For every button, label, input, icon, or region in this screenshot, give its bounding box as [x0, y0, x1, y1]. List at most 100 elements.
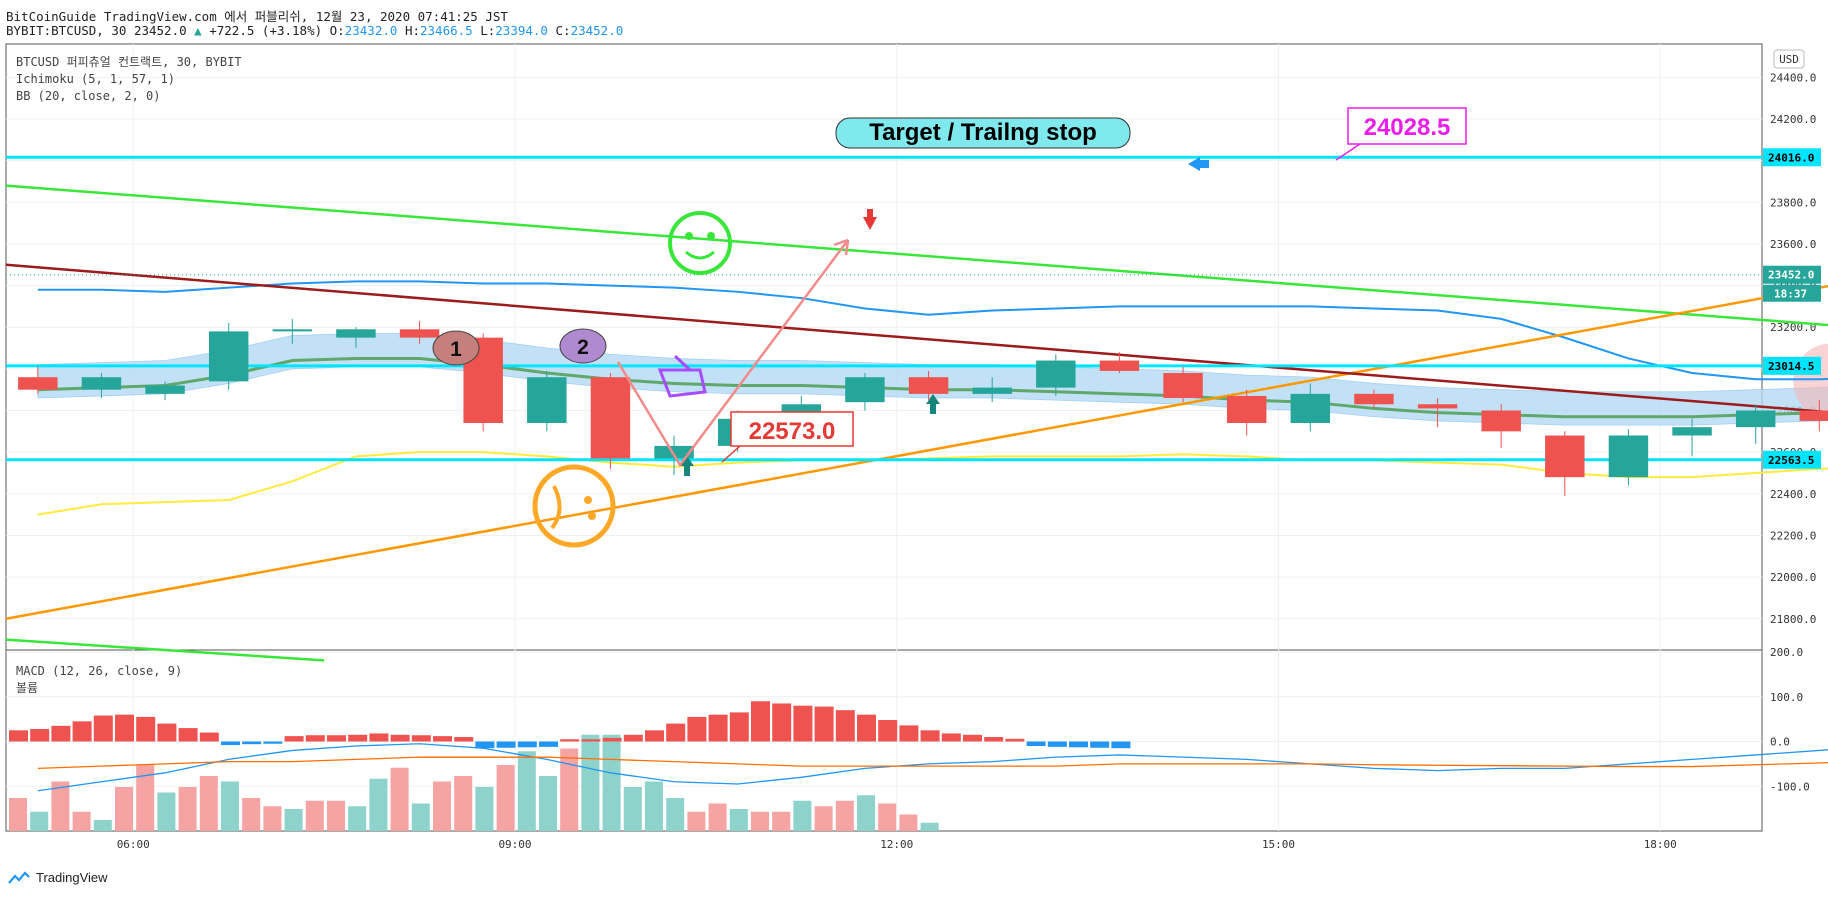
price-axis-label-text: 24016.0 — [1768, 151, 1814, 164]
legend-macd[interactable]: MACD (12, 26, close, 9) — [16, 664, 183, 678]
macd-hist-bar — [708, 714, 728, 742]
footer-brand[interactable]: TradingView — [8, 870, 108, 885]
y-tick-label: 24400.0 — [1770, 71, 1816, 84]
volume-bar — [411, 803, 430, 831]
volume-bar — [369, 778, 388, 831]
y-tick-label: 22200.0 — [1770, 529, 1816, 542]
x-tick-label: 18:00 — [1644, 838, 1677, 851]
price-axis-label-bg — [1763, 148, 1821, 167]
volume-bar — [857, 795, 875, 831]
y-tick-label: 23600.0 — [1770, 238, 1816, 251]
smiley-eye — [685, 232, 693, 240]
macd-hist-bar — [602, 737, 622, 742]
macd-hist-bar — [93, 715, 113, 742]
price-axis-label-bg — [1763, 450, 1821, 469]
candle-body — [1735, 410, 1776, 428]
volume-bar — [729, 809, 748, 831]
macd-y-tick-label: 0.0 — [1770, 736, 1790, 749]
candle-body — [81, 377, 122, 390]
candle-body — [1417, 404, 1458, 409]
volume-bar — [793, 800, 812, 831]
indicator-legend: BTCUSD 퍼피츄얼 컨트랙트, 30, BYBIT Ichimoku (5,… — [16, 54, 242, 105]
smiley-sad-icon — [532, 464, 616, 548]
low-label: L: — [480, 23, 496, 38]
macd-line — [37, 743, 1828, 792]
x-tick-label: 12:00 — [880, 838, 913, 851]
candle-body — [1481, 410, 1521, 432]
volume-bar — [666, 798, 685, 831]
candle-body — [527, 377, 567, 424]
candle-body — [1099, 360, 1140, 371]
open-label: O: — [329, 23, 345, 38]
volume-bar — [242, 798, 261, 831]
macd-hist-bar — [623, 734, 643, 742]
close-value: 23452.0 — [570, 23, 624, 38]
smiley-outline — [668, 211, 732, 275]
smiley-happy-icon — [668, 211, 732, 275]
macd-signal-line — [37, 756, 1828, 769]
candle-body — [272, 329, 313, 332]
macd-hist-bar — [496, 741, 516, 748]
arrow-up-icon — [680, 456, 694, 466]
volume-bar — [623, 787, 642, 831]
legend-bb[interactable]: BB (20, close, 2, 0) — [16, 89, 161, 103]
macd-hist-bar — [136, 716, 156, 742]
balloon-1-label: 1 — [450, 338, 462, 361]
projection-arrowhead — [833, 238, 850, 256]
macd-hist-bar — [411, 735, 431, 742]
volume-bar — [602, 734, 621, 831]
price-axis-label: 24016.0 — [1763, 148, 1821, 167]
callout-magenta-price: 24028.5 — [1335, 107, 1467, 161]
footer-brand-label: TradingView — [36, 870, 108, 885]
macd-hist-bar — [115, 714, 134, 742]
candle-body — [208, 331, 249, 382]
change-arrow: ▲ — [194, 23, 202, 38]
callout-magenta-text: 24028.5 — [1364, 114, 1451, 141]
bb-upper-line — [37, 280, 1828, 381]
balloon-2-shape — [559, 328, 607, 364]
smiley-mouth — [685, 250, 715, 260]
volume-bar — [157, 792, 176, 831]
arrow-left-icon — [1199, 160, 1209, 168]
volume-bar — [390, 767, 409, 831]
symbol-ohlc-header: BYBIT:BTCUSD, 30 23452.0 ▲ +722.5 (+3.18… — [6, 23, 623, 38]
price-axis-label-text: 23014.5 — [1768, 360, 1814, 373]
kijun-line — [37, 356, 1828, 419]
balloon-2-label: 2 — [577, 336, 589, 359]
legend-ichimoku[interactable]: Ichimoku (5, 1, 57, 1) — [16, 72, 175, 86]
macd-hist-bar — [1026, 741, 1046, 746]
macd-hist-bar — [72, 721, 92, 742]
x-tick-label: 06:00 — [117, 838, 150, 851]
macd-legend: MACD (12, 26, close, 9) 볼륨 — [16, 663, 182, 697]
volume-bar — [93, 820, 112, 831]
candle-body — [18, 377, 58, 390]
macd-hist-bar — [941, 733, 961, 742]
volume-bar — [348, 806, 367, 831]
balloon-1-shape — [432, 330, 480, 366]
close-label: C: — [555, 23, 571, 38]
high-label: H: — [404, 23, 420, 38]
high-value: 23466.5 — [420, 23, 473, 38]
price-axis-label: 23452.0 — [1763, 265, 1821, 284]
macd-hist-bar — [1111, 741, 1131, 749]
balloon-2: 2 — [559, 328, 607, 364]
volume-bar — [517, 751, 536, 831]
macd-hist-bar — [899, 725, 919, 742]
macd-hist-bar — [878, 720, 898, 742]
macd-hist-bar — [390, 734, 410, 742]
macd-hist-bar — [327, 735, 346, 742]
legend-volume[interactable]: 볼륨 — [16, 681, 39, 695]
macd-hist-bar — [1069, 741, 1088, 748]
green-trendline — [5, 184, 1828, 327]
sad-outline — [532, 464, 616, 548]
macd-hist-bar — [814, 706, 834, 742]
legend-main[interactable]: BTCUSD 퍼피츄얼 컨트랙트, 30, BYBIT — [16, 55, 242, 69]
volume-bar — [645, 781, 663, 831]
arrow-down-icon — [863, 217, 877, 230]
countdown-badge: 18:37 — [1763, 284, 1821, 302]
projection-path — [616, 239, 850, 468]
macd-hist-bar — [433, 736, 452, 742]
thumbs-up-icon — [657, 354, 707, 398]
arrow-up-icon — [926, 394, 940, 404]
